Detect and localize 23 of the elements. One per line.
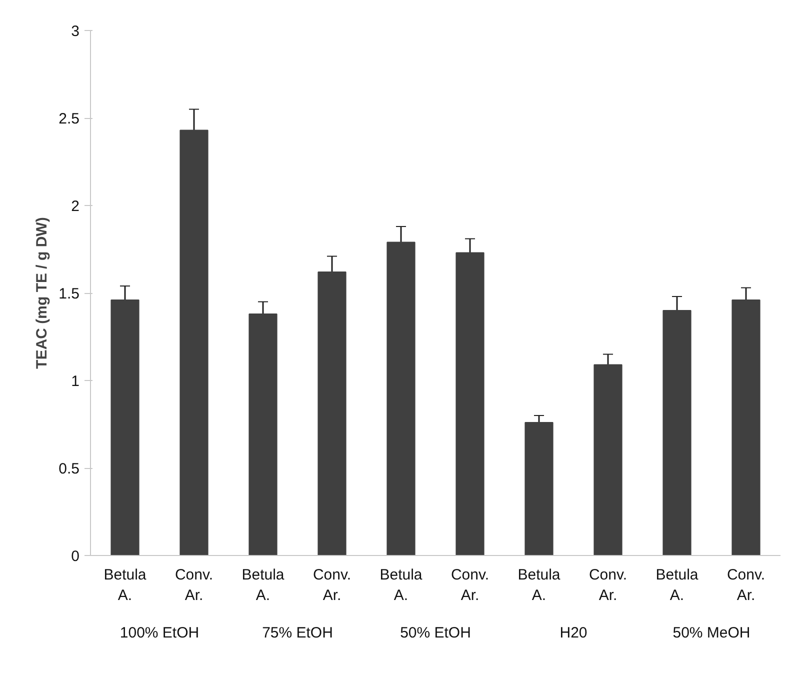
y-tick-label: 3 <box>71 23 80 40</box>
y-tick-label: 0 <box>71 548 80 565</box>
x-tick-label: Betula A. <box>104 566 147 604</box>
x-tick-label: Betula A. <box>656 566 699 604</box>
x-tick-label: Conv. Ar. <box>726 566 766 604</box>
text: 100% EtOH <box>120 624 200 642</box>
y-tick-label: 1.5 <box>58 286 80 302</box>
x-tick-label: Conv. Ar. <box>450 566 490 604</box>
x-tick-label: Betula A. <box>518 566 561 604</box>
x-tick-label: Conv. Ar. <box>312 566 352 604</box>
x-tick-label: Betula A. <box>242 566 285 604</box>
text: 75% EtOH <box>262 624 333 642</box>
x-tick-label: Conv. Ar. <box>174 566 214 604</box>
y-tick-label: 2 <box>71 198 80 215</box>
x-tick-label: Conv. Ar. <box>588 566 628 604</box>
text: H20 <box>560 624 588 642</box>
text: 50% EtOH <box>400 624 471 642</box>
y-axis-title: TEAC (mg TE / g DW) <box>34 217 51 369</box>
text: 50% MeOH <box>672 624 750 642</box>
y-tick-label: 0.5 <box>58 460 80 478</box>
y-tick-label: 2.5 <box>58 110 80 128</box>
y-tick-label: 1 <box>71 373 80 390</box>
x-tick-label: Betula A. <box>380 566 423 604</box>
